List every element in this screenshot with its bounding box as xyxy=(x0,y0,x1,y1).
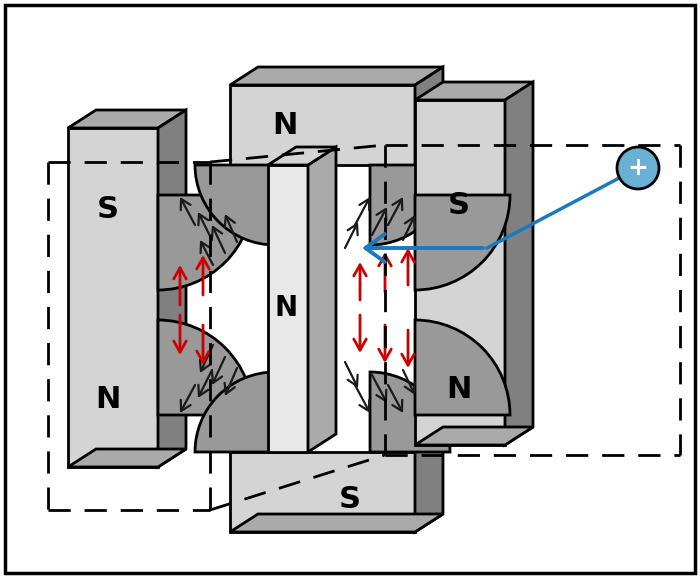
FancyArrowPatch shape xyxy=(388,199,402,225)
Text: N: N xyxy=(447,376,472,405)
FancyArrowPatch shape xyxy=(174,315,186,352)
FancyArrowPatch shape xyxy=(225,368,237,394)
Wedge shape xyxy=(158,320,253,415)
FancyArrowPatch shape xyxy=(354,265,366,300)
Text: N: N xyxy=(95,386,120,414)
Polygon shape xyxy=(230,85,415,165)
FancyArrowPatch shape xyxy=(355,385,369,411)
Text: S: S xyxy=(448,191,470,220)
FancyArrowPatch shape xyxy=(197,258,209,295)
FancyArrowPatch shape xyxy=(372,209,386,235)
Wedge shape xyxy=(415,320,510,415)
FancyArrowPatch shape xyxy=(201,242,213,265)
FancyArrowPatch shape xyxy=(174,268,186,305)
Polygon shape xyxy=(68,110,186,128)
Polygon shape xyxy=(230,452,415,532)
FancyArrowPatch shape xyxy=(212,357,225,383)
Polygon shape xyxy=(230,514,443,532)
Circle shape xyxy=(617,147,659,189)
FancyArrowPatch shape xyxy=(365,234,483,262)
Text: S: S xyxy=(97,195,119,224)
Polygon shape xyxy=(230,67,443,85)
FancyArrowPatch shape xyxy=(198,370,212,396)
FancyArrowPatch shape xyxy=(354,315,366,350)
FancyArrowPatch shape xyxy=(345,362,358,386)
Polygon shape xyxy=(415,67,443,165)
Polygon shape xyxy=(505,82,533,445)
FancyArrowPatch shape xyxy=(388,385,402,411)
FancyArrowPatch shape xyxy=(379,325,391,360)
FancyArrowPatch shape xyxy=(403,217,415,240)
Wedge shape xyxy=(370,372,450,452)
Text: N: N xyxy=(272,110,298,139)
Wedge shape xyxy=(195,372,275,452)
Text: S: S xyxy=(339,486,361,514)
FancyArrowPatch shape xyxy=(345,224,358,248)
Polygon shape xyxy=(68,449,186,467)
Polygon shape xyxy=(415,100,505,445)
FancyArrowPatch shape xyxy=(212,227,225,253)
Polygon shape xyxy=(268,165,308,452)
FancyArrowPatch shape xyxy=(355,199,369,225)
FancyArrowPatch shape xyxy=(402,330,414,365)
FancyArrowPatch shape xyxy=(372,375,386,401)
Wedge shape xyxy=(370,165,450,245)
Polygon shape xyxy=(68,128,158,467)
Polygon shape xyxy=(158,110,186,467)
Text: +: + xyxy=(628,156,648,180)
Wedge shape xyxy=(415,195,510,290)
Text: N: N xyxy=(274,294,298,322)
FancyArrowPatch shape xyxy=(225,216,237,242)
Polygon shape xyxy=(415,434,443,532)
FancyArrowPatch shape xyxy=(198,214,212,240)
Polygon shape xyxy=(268,147,336,165)
Polygon shape xyxy=(308,147,336,452)
FancyArrowPatch shape xyxy=(379,255,391,292)
FancyArrowPatch shape xyxy=(197,325,209,362)
FancyArrowPatch shape xyxy=(181,385,195,411)
FancyArrowPatch shape xyxy=(403,370,415,393)
FancyArrowPatch shape xyxy=(402,251,414,285)
Polygon shape xyxy=(415,427,533,445)
Polygon shape xyxy=(415,82,533,100)
Wedge shape xyxy=(158,195,253,290)
FancyArrowPatch shape xyxy=(200,345,213,371)
FancyArrowPatch shape xyxy=(181,199,195,225)
Wedge shape xyxy=(195,165,275,245)
